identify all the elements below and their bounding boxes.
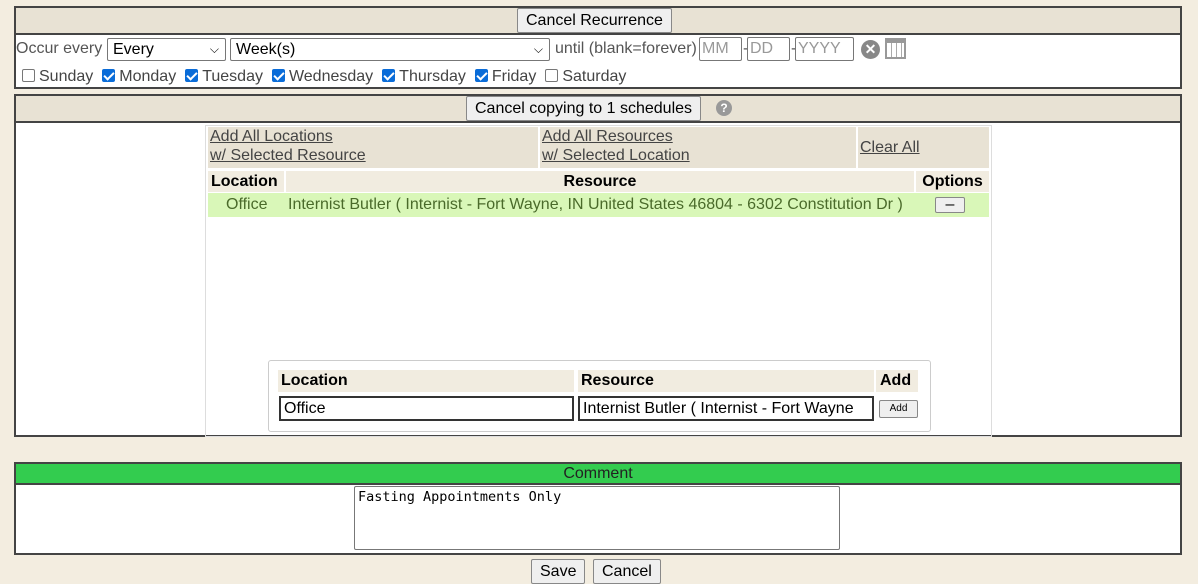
day-input[interactable]: DD [747,37,790,61]
day-saturday[interactable]: Saturday [545,68,626,86]
remove-row-button[interactable]: – [935,197,965,213]
checkbox[interactable] [102,69,116,82]
add-all-resources-link[interactable]: Add All Resources w/ Selected Location [542,128,690,164]
recurrence-panel: Cancel Recurrence Occur every Every ⌵ Wee… [14,6,1182,89]
location-combo-input[interactable]: Office [279,396,574,421]
copy-schedules-panel: Cancel copying to 1 schedules ? Add All … [14,94,1182,437]
row-location: Office [226,196,268,213]
add-all-locations-link[interactable]: Add All Locations w/ Selected Resource [210,128,366,164]
checkbox[interactable] [545,69,559,82]
options-header: Options [916,171,989,192]
cancel-recurrence-button[interactable]: Cancel Recurrence [517,8,672,33]
every-value: Every [113,41,154,58]
every-select[interactable]: Every ⌵ [107,38,226,61]
comment-panel: Comment Fasting Appointments Only [14,462,1182,555]
resource-header: Resource [286,171,914,192]
chevron-down-icon: ⌵ [533,42,543,56]
add-resource-header: Resource [578,370,874,392]
comment-header: Comment [16,464,1180,485]
copy-list: Add All Locations w/ Selected Resource Ad… [205,125,992,437]
add-all-resources-cell: Add All Resources w/ Selected Location [540,127,856,168]
until-label: until (blank=forever) [555,40,697,57]
day-sunday[interactable]: Sunday [22,68,93,86]
copy-header: Cancel copying to 1 schedules ? [16,96,1180,123]
period-value: Week(s) [236,41,296,58]
comment-textarea[interactable]: Fasting Appointments Only [354,486,840,550]
table-row: Office Internist Butler ( Internist - Fo… [208,193,989,217]
location-header: Location [208,171,284,192]
add-header: Add [876,370,918,392]
add-form: Location Resource Add Office Internist B… [268,360,931,432]
day-friday[interactable]: Friday [474,68,536,86]
recurrence-header: Cancel Recurrence [16,8,1180,35]
checkbox[interactable] [271,69,285,82]
clear-all-link[interactable]: Clear All [860,139,920,156]
clear-all-cell: Clear All [858,127,989,168]
row-resource: Internist Butler ( Internist - Fort Wayn… [288,196,903,213]
clear-date-icon[interactable]: ✕ [861,40,880,59]
checkbox[interactable] [22,69,35,82]
calendar-icon[interactable] [885,38,906,59]
checkbox[interactable] [382,69,396,82]
weekday-checkboxes: Sunday Monday Tuesday Wednesday Thursday Frid… [22,68,635,86]
month-input[interactable]: MM [699,37,742,61]
year-input[interactable]: YYYY [795,37,854,61]
cancel-copying-button[interactable]: Cancel copying to 1 schedules [466,96,702,121]
period-select[interactable]: Week(s) ⌵ [230,38,550,61]
checkbox[interactable] [185,69,199,82]
occur-every-label: Occur every [16,40,103,57]
save-button[interactable]: Save [531,559,586,584]
day-thursday[interactable]: Thursday [382,68,466,86]
checkbox[interactable] [474,69,488,82]
cancel-button[interactable]: Cancel [593,559,661,584]
resource-combo-input[interactable]: Internist Butler ( Internist - Fort Wayn… [578,396,874,421]
day-monday[interactable]: Monday [102,68,176,86]
chevron-down-icon: ⌵ [209,42,219,56]
add-button[interactable]: Add [879,400,918,418]
add-all-locations-cell: Add All Locations w/ Selected Resource [208,127,538,168]
help-icon[interactable]: ? [716,100,732,116]
day-tuesday[interactable]: Tuesday [185,68,263,86]
day-wednesday[interactable]: Wednesday [271,68,373,86]
add-location-header: Location [278,370,574,392]
